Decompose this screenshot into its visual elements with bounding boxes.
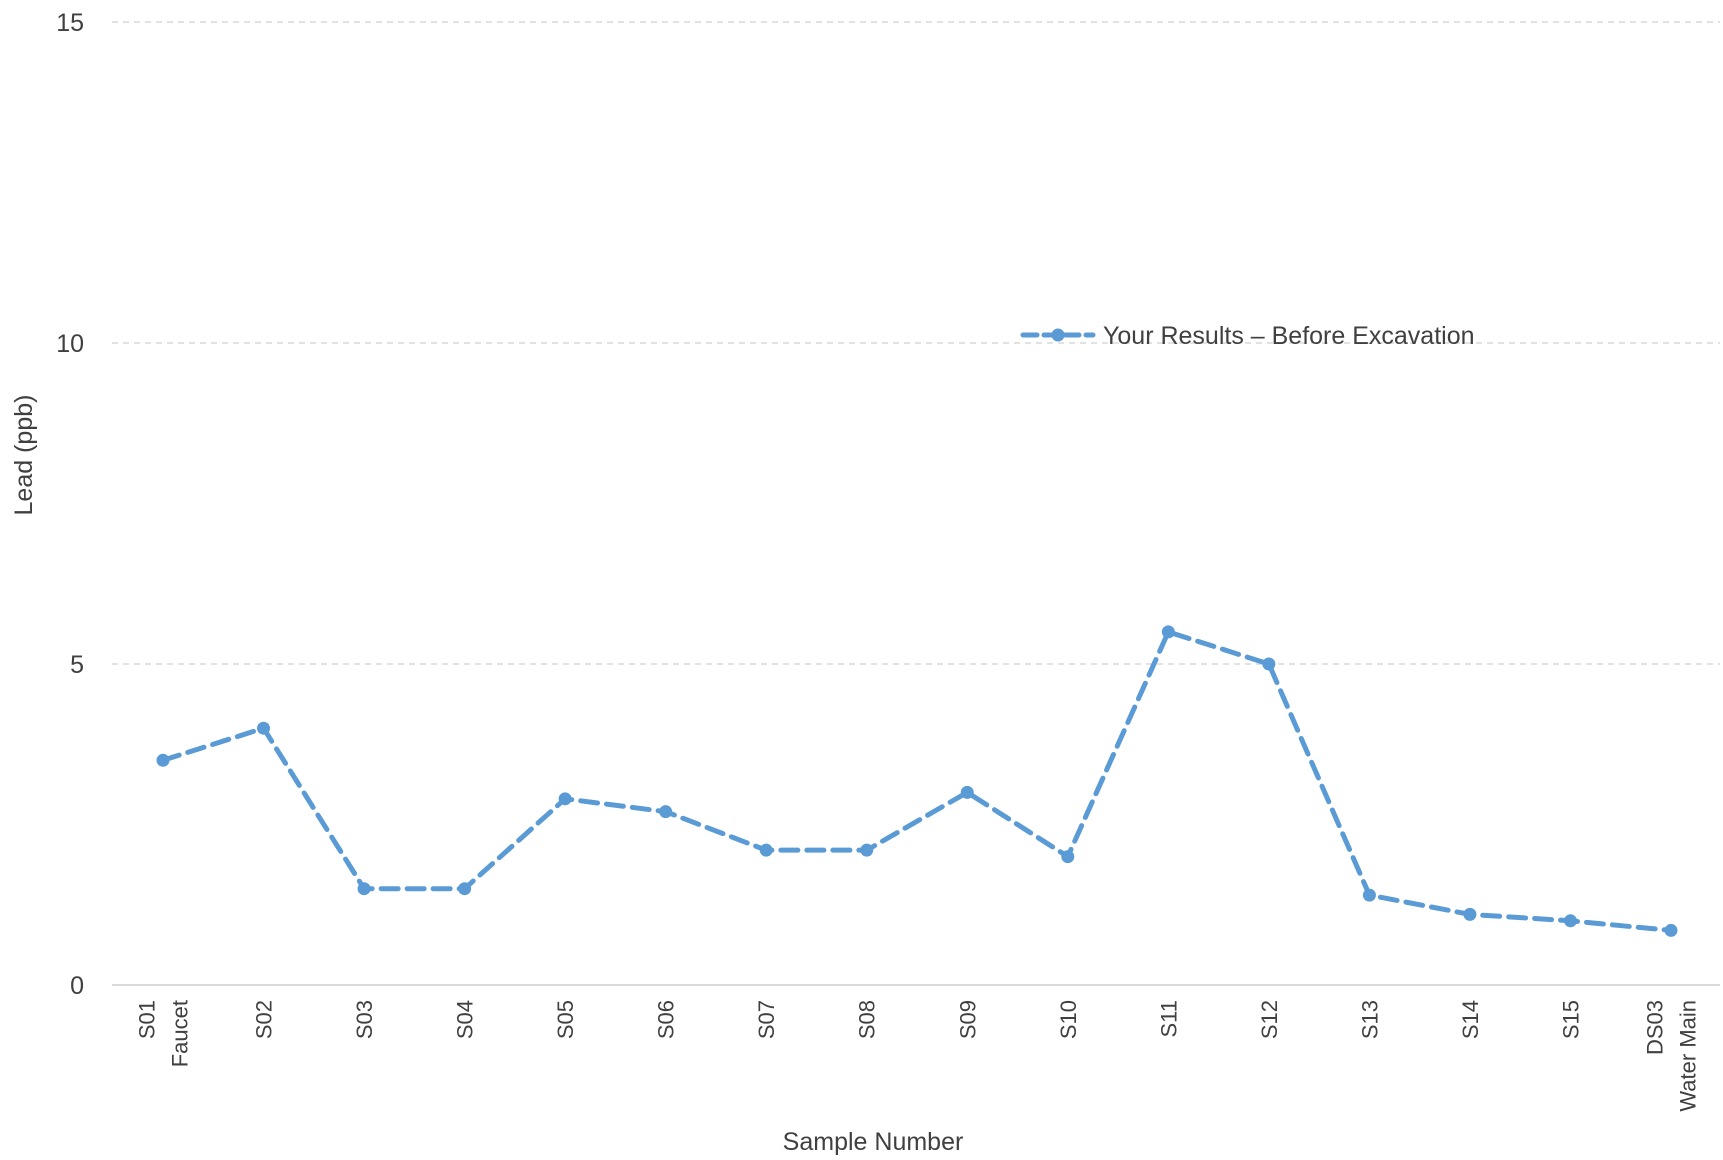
gridlines [112, 21, 1720, 665]
data-point [1563, 914, 1577, 928]
y-axis-title: Lead (ppb) [10, 395, 38, 516]
x-tick-label: S02 [252, 1000, 277, 1039]
data-point [659, 805, 673, 819]
x-tick-label: S10 [1056, 1000, 1081, 1039]
y-tick-labels: 0 5 10 15 [56, 9, 84, 1000]
data-point [1664, 923, 1678, 937]
x-tick-label: S01 [135, 1000, 160, 1039]
x-tick-label: S08 [855, 1000, 880, 1039]
legend: Your Results – Before Excavation [1020, 322, 1475, 350]
x-tick-labels: S01 Faucet S02 S03 S04 S05 S06 S07 S08 S09 S10 S11 S… [135, 1000, 1701, 1112]
legend-label: Your Results – Before Excavation [1103, 322, 1475, 350]
y-tick-label: 15 [56, 9, 84, 37]
data-point [759, 843, 773, 857]
y-tick-label: 0 [70, 972, 84, 1000]
x-tick-label: S07 [754, 1000, 779, 1039]
y-tick-label: 10 [56, 330, 84, 358]
data-point [1262, 657, 1276, 671]
data-point [357, 882, 371, 896]
x-tick-label: S14 [1458, 1000, 1483, 1039]
x-tick-label: S06 [654, 1000, 679, 1039]
legend-marker-swatch [1051, 328, 1065, 342]
y-tick-label: 5 [70, 651, 84, 679]
x-tick-label: S04 [453, 1000, 478, 1039]
data-point [156, 753, 170, 767]
x-tick-label: S12 [1257, 1000, 1282, 1039]
x-tick-label: S13 [1357, 1000, 1382, 1039]
x-tick-label: Faucet [168, 1000, 193, 1067]
x-tick-label: S09 [955, 1000, 980, 1039]
data-point [1061, 850, 1075, 864]
x-tick-label: S05 [553, 1000, 578, 1039]
data-point [1463, 907, 1477, 921]
x-tick-label: S11 [1156, 1000, 1181, 1038]
x-tick-label: Water Main [1676, 1000, 1701, 1112]
data-point [860, 843, 874, 857]
data-point [1161, 625, 1175, 639]
x-tick-label: DS03 [1643, 1000, 1668, 1055]
x-tick-label: S03 [352, 1000, 377, 1039]
data-point [257, 721, 271, 735]
x-axis-title: Sample Number [783, 1128, 964, 1156]
data-markers [156, 625, 1678, 937]
series-lines [160, 629, 1674, 933]
x-tick-label: S15 [1558, 1000, 1583, 1039]
data-point [558, 792, 572, 806]
data-point [458, 882, 472, 896]
series-line [160, 629, 1674, 933]
data-point [960, 785, 974, 799]
data-point [1362, 888, 1376, 902]
